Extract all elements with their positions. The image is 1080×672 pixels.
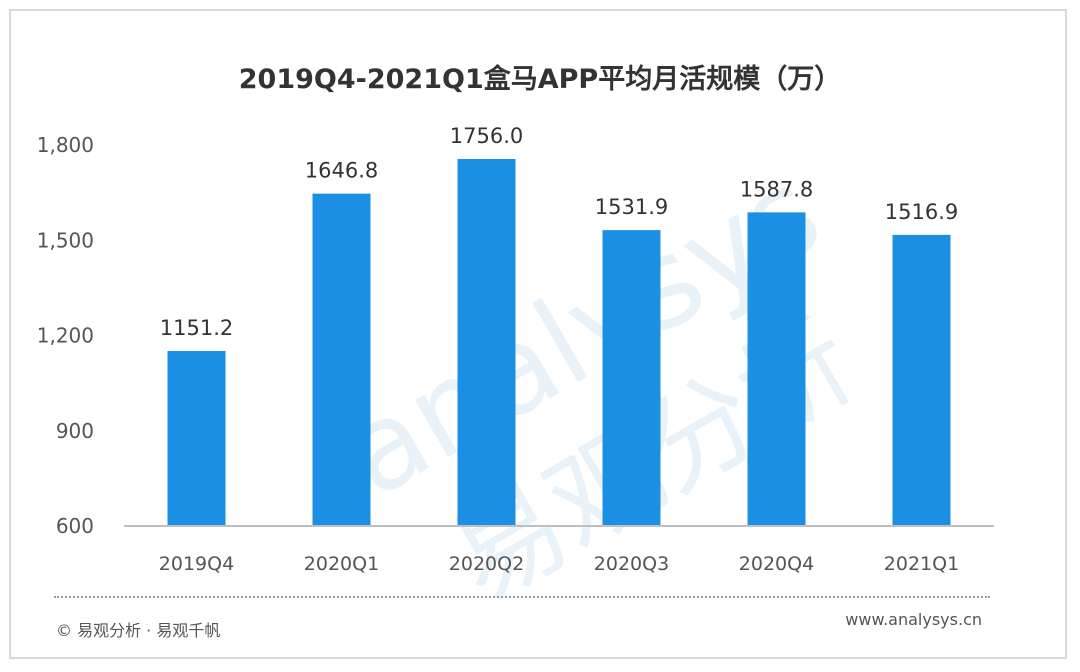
- y-axis: 600 900 1,200 1,500 1,800: [37, 133, 94, 538]
- y-tick-label: 1,200: [37, 324, 94, 348]
- data-labels: 1151.2 1646.8 1756.0 1531.9 1587.8 1516.9: [160, 124, 958, 340]
- y-tick-label: 900: [56, 419, 94, 443]
- chart-title: 2019Q4-2021Q1盒马APP平均月活规模（万）: [239, 63, 841, 95]
- y-tick-label: 1,800: [37, 133, 94, 157]
- bars: [167, 158, 951, 527]
- y-tick-label: 1,500: [37, 228, 94, 252]
- footer-source: © 易观分析 · 易观千帆: [56, 621, 221, 640]
- data-label-2020Q3: 1531.9: [595, 195, 668, 219]
- footer-divider: [54, 596, 990, 598]
- x-tick-label-2021Q1: 2021Q1: [884, 553, 959, 575]
- data-label-2019Q4: 1151.2: [160, 316, 233, 340]
- bar-2020Q2: [457, 158, 516, 526]
- bar-2020Q1: [312, 193, 371, 527]
- data-label-2020Q4: 1587.8: [740, 177, 813, 201]
- footer-website: www.analysys.cn: [845, 610, 982, 629]
- bar-2020Q3: [602, 230, 661, 526]
- bar-2020Q4: [747, 212, 806, 526]
- data-label-2020Q2: 1756.0: [450, 124, 523, 148]
- chart-frame: [9, 9, 1067, 659]
- bar-2021Q1: [892, 234, 951, 526]
- bar-2019Q4: [167, 350, 226, 526]
- data-label-2021Q1: 1516.9: [885, 200, 958, 224]
- x-tick-label-2020Q1: 2020Q1: [304, 553, 379, 575]
- x-tick-label-2020Q3: 2020Q3: [594, 553, 669, 575]
- x-tick-label-2020Q4: 2020Q4: [739, 553, 814, 575]
- y-tick-label: 600: [56, 514, 94, 538]
- x-tick-label-2020Q2: 2020Q2: [449, 553, 524, 575]
- data-label-2020Q1: 1646.8: [305, 159, 378, 183]
- x-tick-label-2019Q4: 2019Q4: [159, 553, 234, 575]
- x-axis: 2019Q4 2020Q1 2020Q2 2020Q3 2020Q4 2021Q1: [159, 553, 959, 575]
